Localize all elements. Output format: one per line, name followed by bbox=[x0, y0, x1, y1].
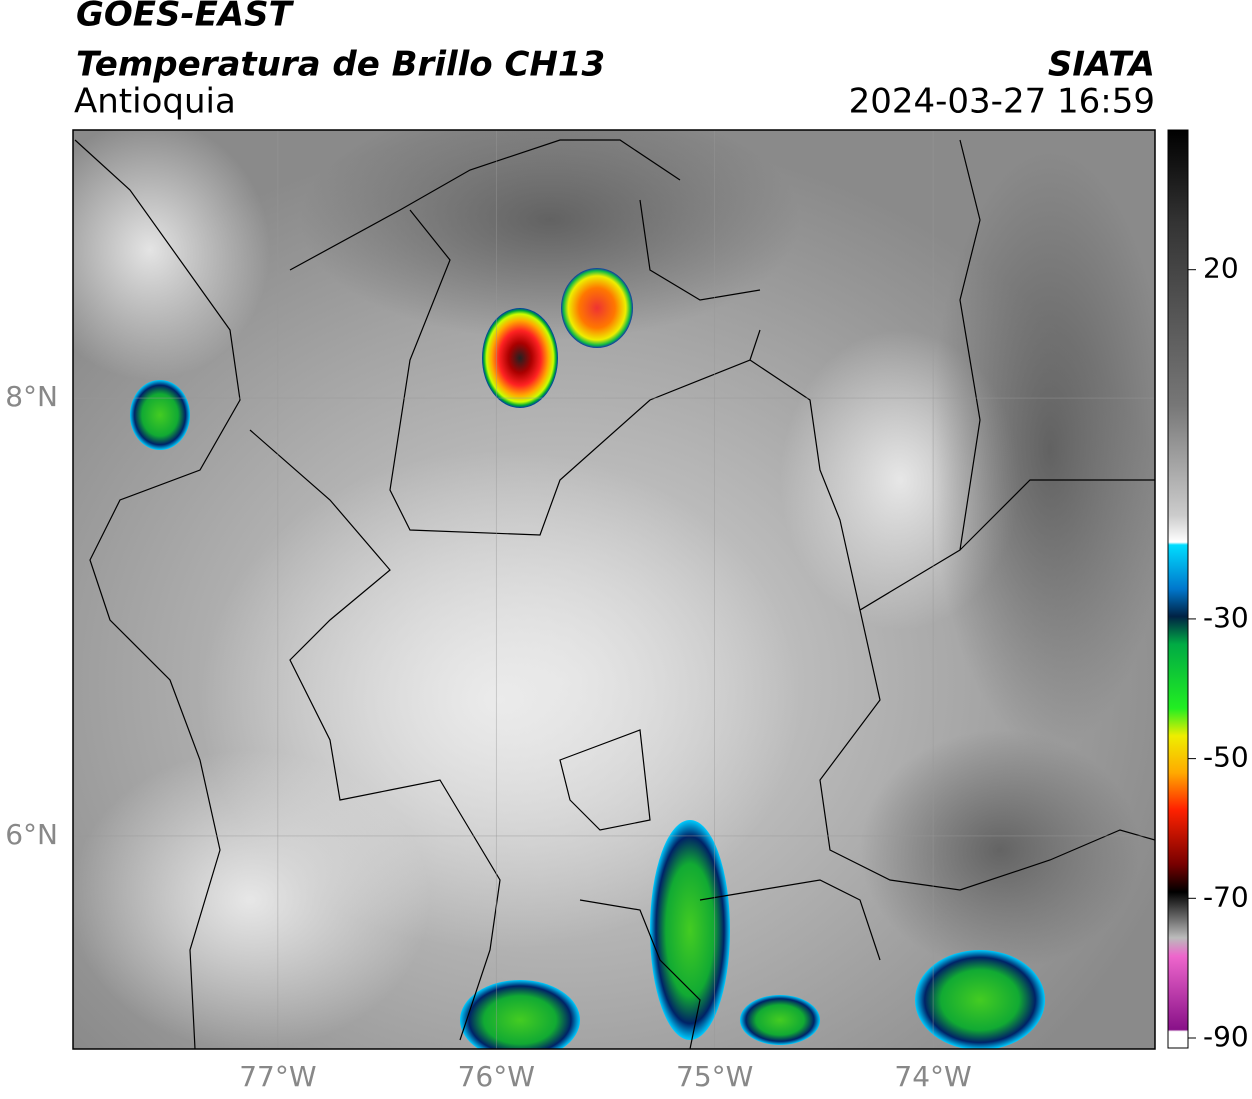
colorbar-tick-label: -90 bbox=[1203, 1020, 1249, 1053]
colorbar bbox=[1167, 129, 1189, 1049]
map-frame bbox=[72, 129, 1156, 1050]
subtitle: Temperatura de Brillo CH13 bbox=[76, 45, 605, 85]
source: SIATA bbox=[1048, 45, 1155, 85]
colorbar-tick-label: 20 bbox=[1203, 252, 1239, 285]
x-tick-label: 75°W bbox=[676, 1060, 753, 1093]
title: GOES-EAST bbox=[76, 0, 295, 35]
y-tick-label: 8°N bbox=[5, 380, 58, 413]
region: Antioquia bbox=[74, 82, 236, 122]
map-image bbox=[73, 130, 1155, 1049]
x-tick-label: 77°W bbox=[239, 1060, 316, 1093]
colorbar-tick-label: -70 bbox=[1203, 880, 1249, 913]
y-tick-label: 6°N bbox=[5, 818, 58, 851]
colorbar-tick-label: -50 bbox=[1203, 741, 1249, 774]
datetime: 2024-03-27 16:59 bbox=[849, 82, 1155, 122]
x-tick-label: 74°W bbox=[894, 1060, 971, 1093]
x-tick-label: 76°W bbox=[458, 1060, 535, 1093]
colorbar-tick-label: -30 bbox=[1203, 601, 1249, 634]
